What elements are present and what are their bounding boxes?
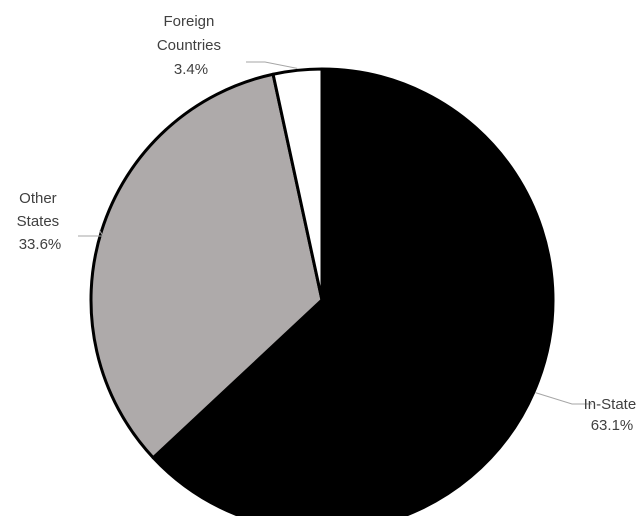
slice-label-other-states-line1: Other bbox=[19, 190, 57, 207]
leader-line-in-state bbox=[535, 392, 592, 405]
leader-line-other-states bbox=[78, 230, 104, 237]
pie-slice-foreign-countries bbox=[271, 67, 324, 302]
slice-label-in-state-name: In-State bbox=[584, 396, 637, 413]
slice-label-foreign-countries-line1: Foreign bbox=[163, 13, 214, 30]
pie-slice-in-state bbox=[151, 67, 555, 516]
label-leader-lines bbox=[78, 61, 592, 405]
slice-label-foreign-countries-line2: Countries bbox=[157, 37, 221, 54]
slice-label-foreign-countries-value: 3.4% bbox=[174, 61, 208, 78]
slice-label-foreign-countries: Foreign Countries 3.4% bbox=[157, 13, 225, 78]
slice-label-other-states-value: 33.6% bbox=[19, 236, 62, 253]
slice-label-in-state: In-State 63.1% bbox=[584, 396, 641, 434]
slice-label-in-state-value: 63.1% bbox=[591, 417, 634, 434]
pie-slices bbox=[89, 67, 555, 516]
pie-slice-other-states bbox=[89, 72, 324, 460]
slice-label-other-states-line2: States bbox=[17, 213, 60, 230]
slice-label-other-states: Other States 33.6% bbox=[17, 190, 64, 253]
leader-line-foreign-countries bbox=[246, 61, 298, 69]
